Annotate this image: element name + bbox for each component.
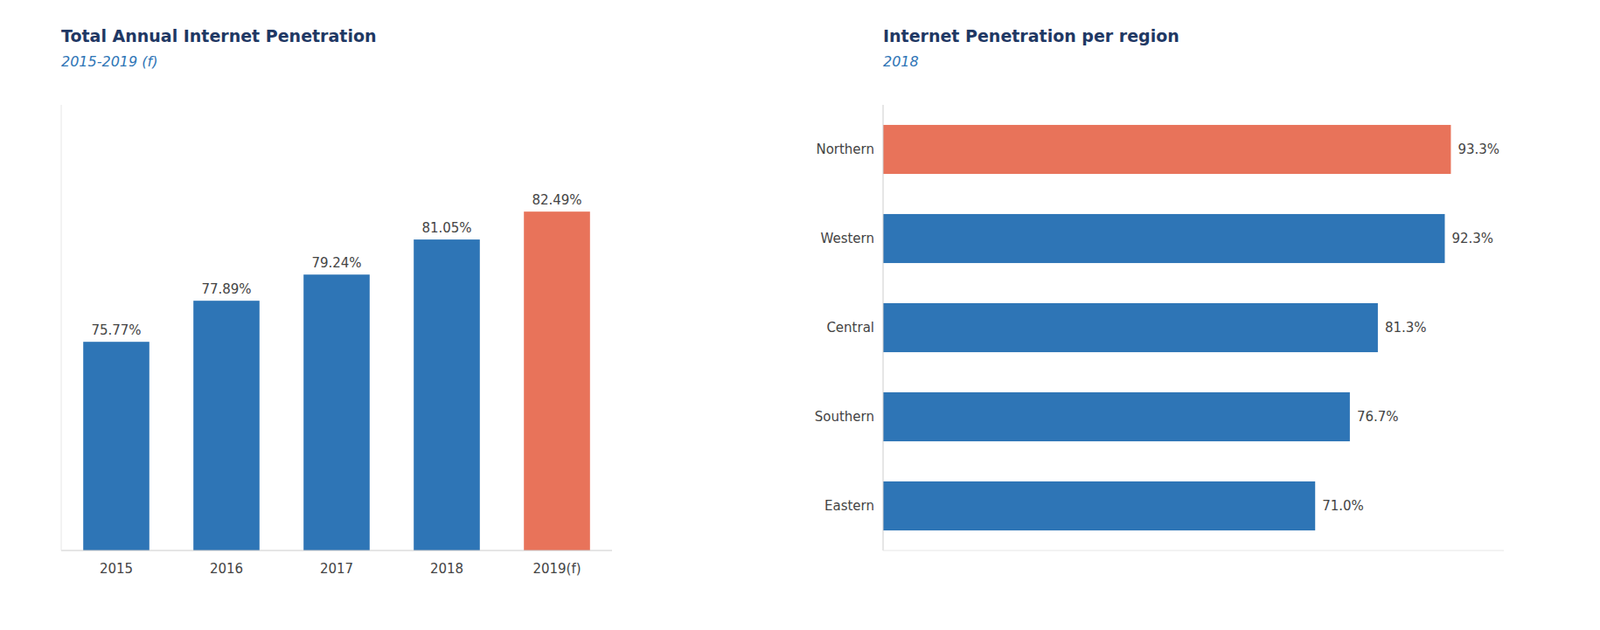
- data-label: 81.05%: [421, 220, 472, 237]
- y-axis-line: [883, 104, 884, 551]
- background: [0, 0, 1600, 630]
- bar: [883, 303, 1378, 353]
- x-axis-line: [883, 550, 1504, 552]
- chart-container: Total Annual Internet Penetration 2015-20…: [0, 0, 1600, 630]
- labels: 75.77% 2015 77.89% 2016 79.24% 2017 81.05% 2018…: [90, 192, 582, 578]
- tick-label: Eastern: [824, 498, 875, 515]
- tick-label: 2018: [430, 561, 464, 578]
- tick-label: 2017: [320, 561, 354, 578]
- data-label: 77.89%: [201, 281, 251, 298]
- bar: [883, 214, 1445, 264]
- bar: [883, 125, 1451, 174]
- data-label: 79.24%: [311, 255, 362, 272]
- tick-label: 2015: [99, 561, 133, 578]
- chart-subtitle: 2015-2019 (f): [61, 53, 158, 70]
- labels: 93.3% Northern 92.3% Western 81.3% Central 76.…: [814, 141, 1500, 515]
- bar: [523, 211, 591, 551]
- data-label: 76.7%: [1356, 409, 1399, 425]
- tick-label: 2016: [209, 561, 244, 578]
- data-label: 92.3%: [1451, 230, 1494, 247]
- tick-label: Northern: [815, 141, 875, 158]
- tick-label: Southern: [814, 409, 875, 425]
- tick-label: 2019(f): [532, 561, 581, 578]
- data-label: 75.77%: [90, 322, 141, 339]
- bar: [83, 341, 150, 551]
- y-axis-line: [61, 104, 63, 551]
- chart-panel: Total Annual Internet Penetration 2015-20…: [61, 26, 613, 578]
- bar: [883, 392, 1350, 442]
- data-label: 81.3%: [1384, 320, 1427, 336]
- bars: [83, 211, 591, 551]
- data-label: 93.3%: [1457, 141, 1500, 158]
- chart-subtitle: 2018: [883, 53, 919, 70]
- data-label: 82.49%: [531, 192, 582, 209]
- chart-svg: Total Annual Internet Penetration 2015-20…: [0, 0, 1600, 630]
- tick-label: Central: [826, 320, 875, 336]
- bar: [303, 274, 370, 551]
- bars: [883, 125, 1451, 531]
- x-axis-line: [61, 550, 613, 552]
- tick-label: Western: [820, 230, 875, 247]
- chart-title: Internet Penetration per region: [883, 26, 1180, 46]
- chart-title: Total Annual Internet Penetration: [61, 26, 376, 46]
- data-label: 71.0%: [1321, 498, 1364, 515]
- bar: [413, 239, 480, 551]
- bar: [883, 481, 1315, 531]
- bar: [193, 300, 260, 551]
- chart-panel: Internet Penetration per region 2018 93.3%…: [814, 26, 1504, 551]
